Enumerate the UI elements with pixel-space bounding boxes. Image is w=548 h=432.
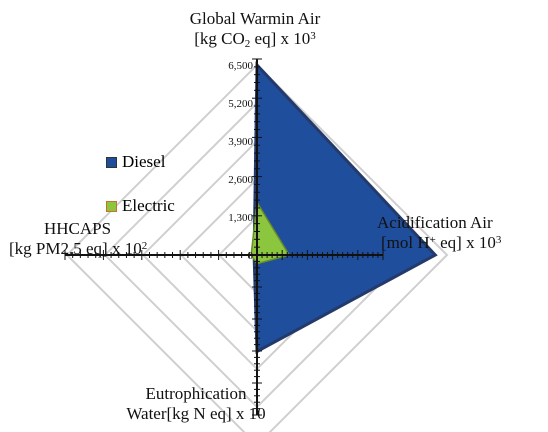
axis-title-hhcaps: HHCAPS [kg PM2.5 eq] x 102: [9, 219, 147, 259]
series-layer: [250, 61, 438, 354]
tick-label-5: 6,500: [228, 60, 253, 72]
legend-item-electric: Electric: [106, 196, 175, 216]
legend-swatch-electric: [106, 200, 117, 212]
axis-title-eutrophication-line1: Eutrophication: [145, 384, 247, 403]
series-diesel: [252, 61, 438, 354]
tick-label-2: 2,600: [228, 174, 253, 186]
tick-labels: 0 1,300 2,600 3,900 5,200 6,500: [228, 60, 253, 262]
axes-layer: [64, 58, 384, 416]
tick-label-0: 0: [248, 250, 254, 262]
axis-title-eutrophication: Eutrophication Water[kg N eq] x 10: [96, 384, 296, 424]
axis-title-global-warming-line1: Global Warmin Air: [189, 9, 321, 28]
axis-title-hhcaps-line2: [kg PM2.5 eq] x 102: [9, 239, 148, 258]
axis-title-global-warming: Global Warmin Air [kg CO2 eq] x 103: [160, 9, 350, 51]
tick-label-4: 5,200: [228, 98, 253, 110]
axis-title-acidification: Acidification Air [mol H+ eq] x 103: [377, 213, 501, 253]
axis-title-acidification-line1: Acidification Air: [377, 213, 493, 232]
legend-item-diesel: Diesel: [106, 152, 165, 172]
axis-title-hhcaps-line1: HHCAPS: [44, 219, 112, 238]
legend-label-diesel: Diesel: [122, 152, 166, 171]
axis-title-eutrophication-line2: Water[kg N eq] x 10: [126, 404, 266, 423]
axis-title-global-warming-line2: [kg CO2 eq] x 103: [194, 29, 316, 50]
tick-label-1: 1,300: [228, 212, 253, 224]
axis-title-acidification-line2: [mol H+ eq] x 103: [381, 233, 502, 252]
tick-label-3: 3,900: [228, 136, 253, 148]
legend-swatch-diesel: [106, 156, 117, 168]
grid-ring-5: [65, 63, 449, 432]
legend-label-electric: Electric: [122, 196, 175, 215]
